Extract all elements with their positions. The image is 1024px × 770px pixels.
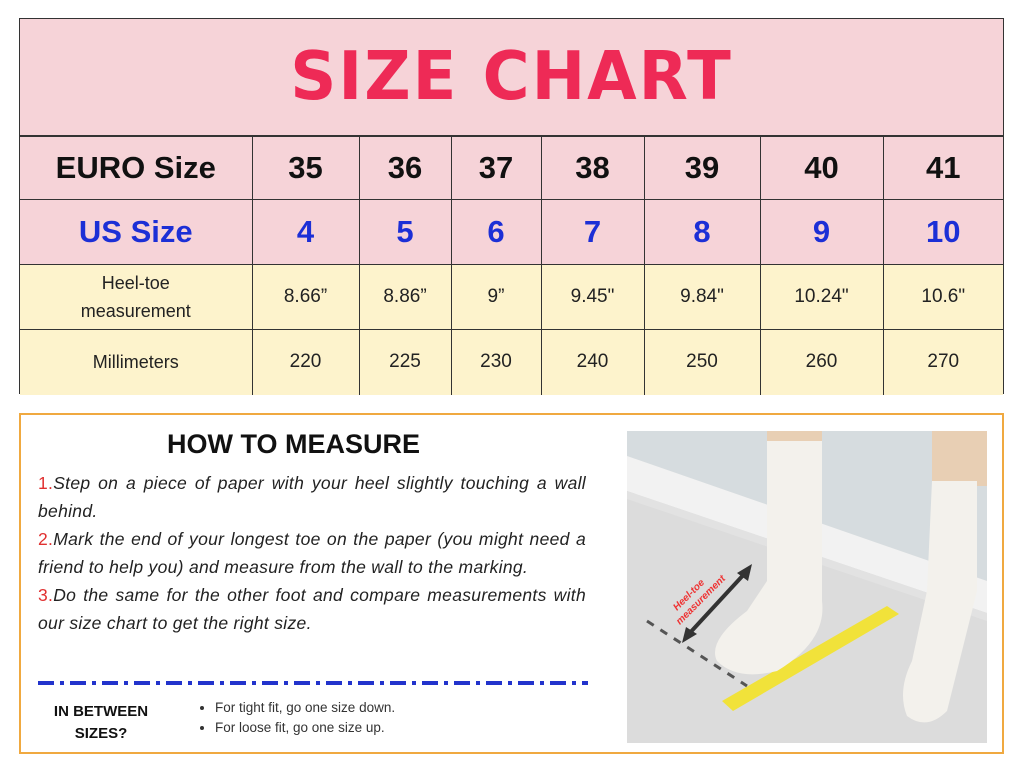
cell: 225: [358, 329, 452, 395]
row-label: EURO Size: [20, 136, 253, 200]
step-number: 2.: [38, 529, 54, 549]
cell: 8.66”: [251, 264, 360, 330]
step: 1.Step on a piece of paper with your hee…: [38, 469, 586, 525]
cell: 35: [251, 136, 360, 200]
cell: 9: [759, 199, 884, 265]
label-line: measurement: [80, 301, 191, 321]
cell: 220: [251, 329, 360, 395]
step-text: Do the same for the other foot and compa…: [38, 585, 586, 633]
how-to-measure-panel: HOW TO MEASURE 1.Step on a piece of pape…: [19, 413, 1004, 754]
step-number: 1.: [38, 473, 54, 493]
row-label: Millimeters: [20, 329, 253, 395]
double-arrow-icon: [685, 569, 749, 638]
step: 3.Do the same for the other foot and com…: [38, 581, 586, 637]
heel-toe-row: Heel-toe measurement 8.66” 8.86” 9” 9.45"…: [20, 264, 1003, 330]
step-number: 3.: [38, 585, 54, 605]
section-title: HOW TO MEASURE: [167, 429, 421, 459]
cell: 260: [759, 329, 884, 395]
cell: 40: [759, 136, 884, 200]
step: 2.Mark the end of your longest toe on th…: [38, 525, 586, 581]
in-between-label: IN BETWEEN SIZES?: [53, 703, 149, 742]
cell: 38: [540, 136, 645, 200]
cell: 270: [882, 329, 1003, 395]
size-chart: SIZE CHART EURO Size 35 36 37 38 39 40 4…: [19, 18, 1004, 395]
row-label: Heel-toe measurement: [20, 264, 253, 330]
toe-line: [646, 619, 748, 688]
step-text: Mark the end of your longest toe on the …: [38, 529, 586, 577]
dash-dot-divider: [38, 681, 588, 685]
cell: 4: [251, 199, 360, 265]
cell: 9”: [450, 264, 542, 330]
tip: For tight fit, go one size down.: [215, 698, 395, 718]
cell: 240: [540, 329, 645, 395]
cell: 9.84": [643, 264, 761, 330]
page-title: SIZE CHART: [290, 38, 733, 116]
steps: 1.Step on a piece of paper with your hee…: [38, 469, 586, 637]
ruler: [722, 606, 899, 711]
cell: 41: [882, 136, 1003, 200]
row-label: US Size: [20, 199, 253, 265]
cell: 36: [358, 136, 452, 200]
cell: 10.24": [759, 264, 884, 330]
euro-size-row: EURO Size 35 36 37 38 39 40 41: [20, 136, 1003, 200]
cell: 10: [882, 199, 1003, 265]
tip: For loose fit, go one size up.: [215, 718, 395, 738]
us-size-row: US Size 4 5 6 7 8 9 10: [20, 199, 1003, 265]
cell: 8.86”: [358, 264, 452, 330]
cell: 10.6": [882, 264, 1003, 330]
millimeters-row: Millimeters 220 225 230 240 250 260 270: [20, 329, 1003, 395]
cell: 230: [450, 329, 542, 395]
size-table: EURO Size 35 36 37 38 39 40 41 US Size 4…: [20, 136, 1003, 395]
cell: 6: [450, 199, 542, 265]
cell: 9.45": [540, 264, 645, 330]
step-text: Step on a piece of paper with your heel …: [38, 473, 586, 521]
fit-tips: For tight fit, go one size down. For loo…: [201, 698, 395, 738]
cell: 250: [643, 329, 761, 395]
cell: 37: [450, 136, 542, 200]
cell: 5: [358, 199, 452, 265]
cell: 7: [540, 199, 645, 265]
cell: 39: [643, 136, 761, 200]
label-line: Heel-toe: [101, 273, 170, 293]
cell: 8: [643, 199, 761, 265]
measuring-illustration: Heel-toemeasurement: [627, 431, 987, 743]
title-row: SIZE CHART: [20, 19, 1003, 136]
